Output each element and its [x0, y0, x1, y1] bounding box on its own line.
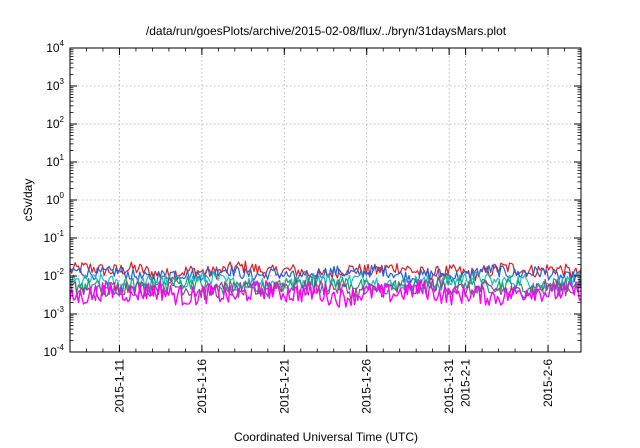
series-group: [69, 260, 582, 308]
x-tick-label: 2015-1-11: [112, 359, 126, 413]
x-tick-label: 2015-2-1: [459, 359, 473, 407]
x-tick-label: 2015-1-21: [277, 359, 291, 414]
y-axis-label: cSv/day: [21, 179, 35, 222]
x-tick-label: 2015-1-16: [195, 359, 209, 414]
x-tick-label: 2015-2-6: [541, 359, 555, 407]
y-tick-label: 10-3: [44, 305, 65, 321]
x-tick-label: 2015-1-31: [442, 359, 456, 414]
y-tick-label: 10-1: [44, 229, 65, 245]
series-line-6: [69, 279, 582, 308]
y-axis: 10-4 10-3 10-2 10-1 100 101 102 103 104: [44, 39, 581, 359]
chart-title: /data/run/goesPlots/archive/2015-02-08/f…: [146, 24, 507, 38]
y-tick-label: 102: [46, 115, 64, 131]
x-axis-label: Coordinated Universal Time (UTC): [234, 430, 418, 444]
y-tick-label: 103: [46, 77, 64, 93]
x-axis: 2015-1-11 2015-1-16 2015-1-21 2015-1-26 2015…: [86, 48, 565, 414]
y-tick-label: 104: [46, 39, 64, 55]
x-tick-label: 2015-1-26: [360, 359, 374, 414]
series-line-5: [69, 276, 582, 302]
y-tick-label: 10-4: [44, 343, 65, 359]
grid: [70, 48, 581, 352]
y-tick-label: 10-2: [44, 267, 65, 283]
y-tick-label: 100: [46, 191, 64, 207]
y-tick-label: 101: [46, 153, 64, 169]
